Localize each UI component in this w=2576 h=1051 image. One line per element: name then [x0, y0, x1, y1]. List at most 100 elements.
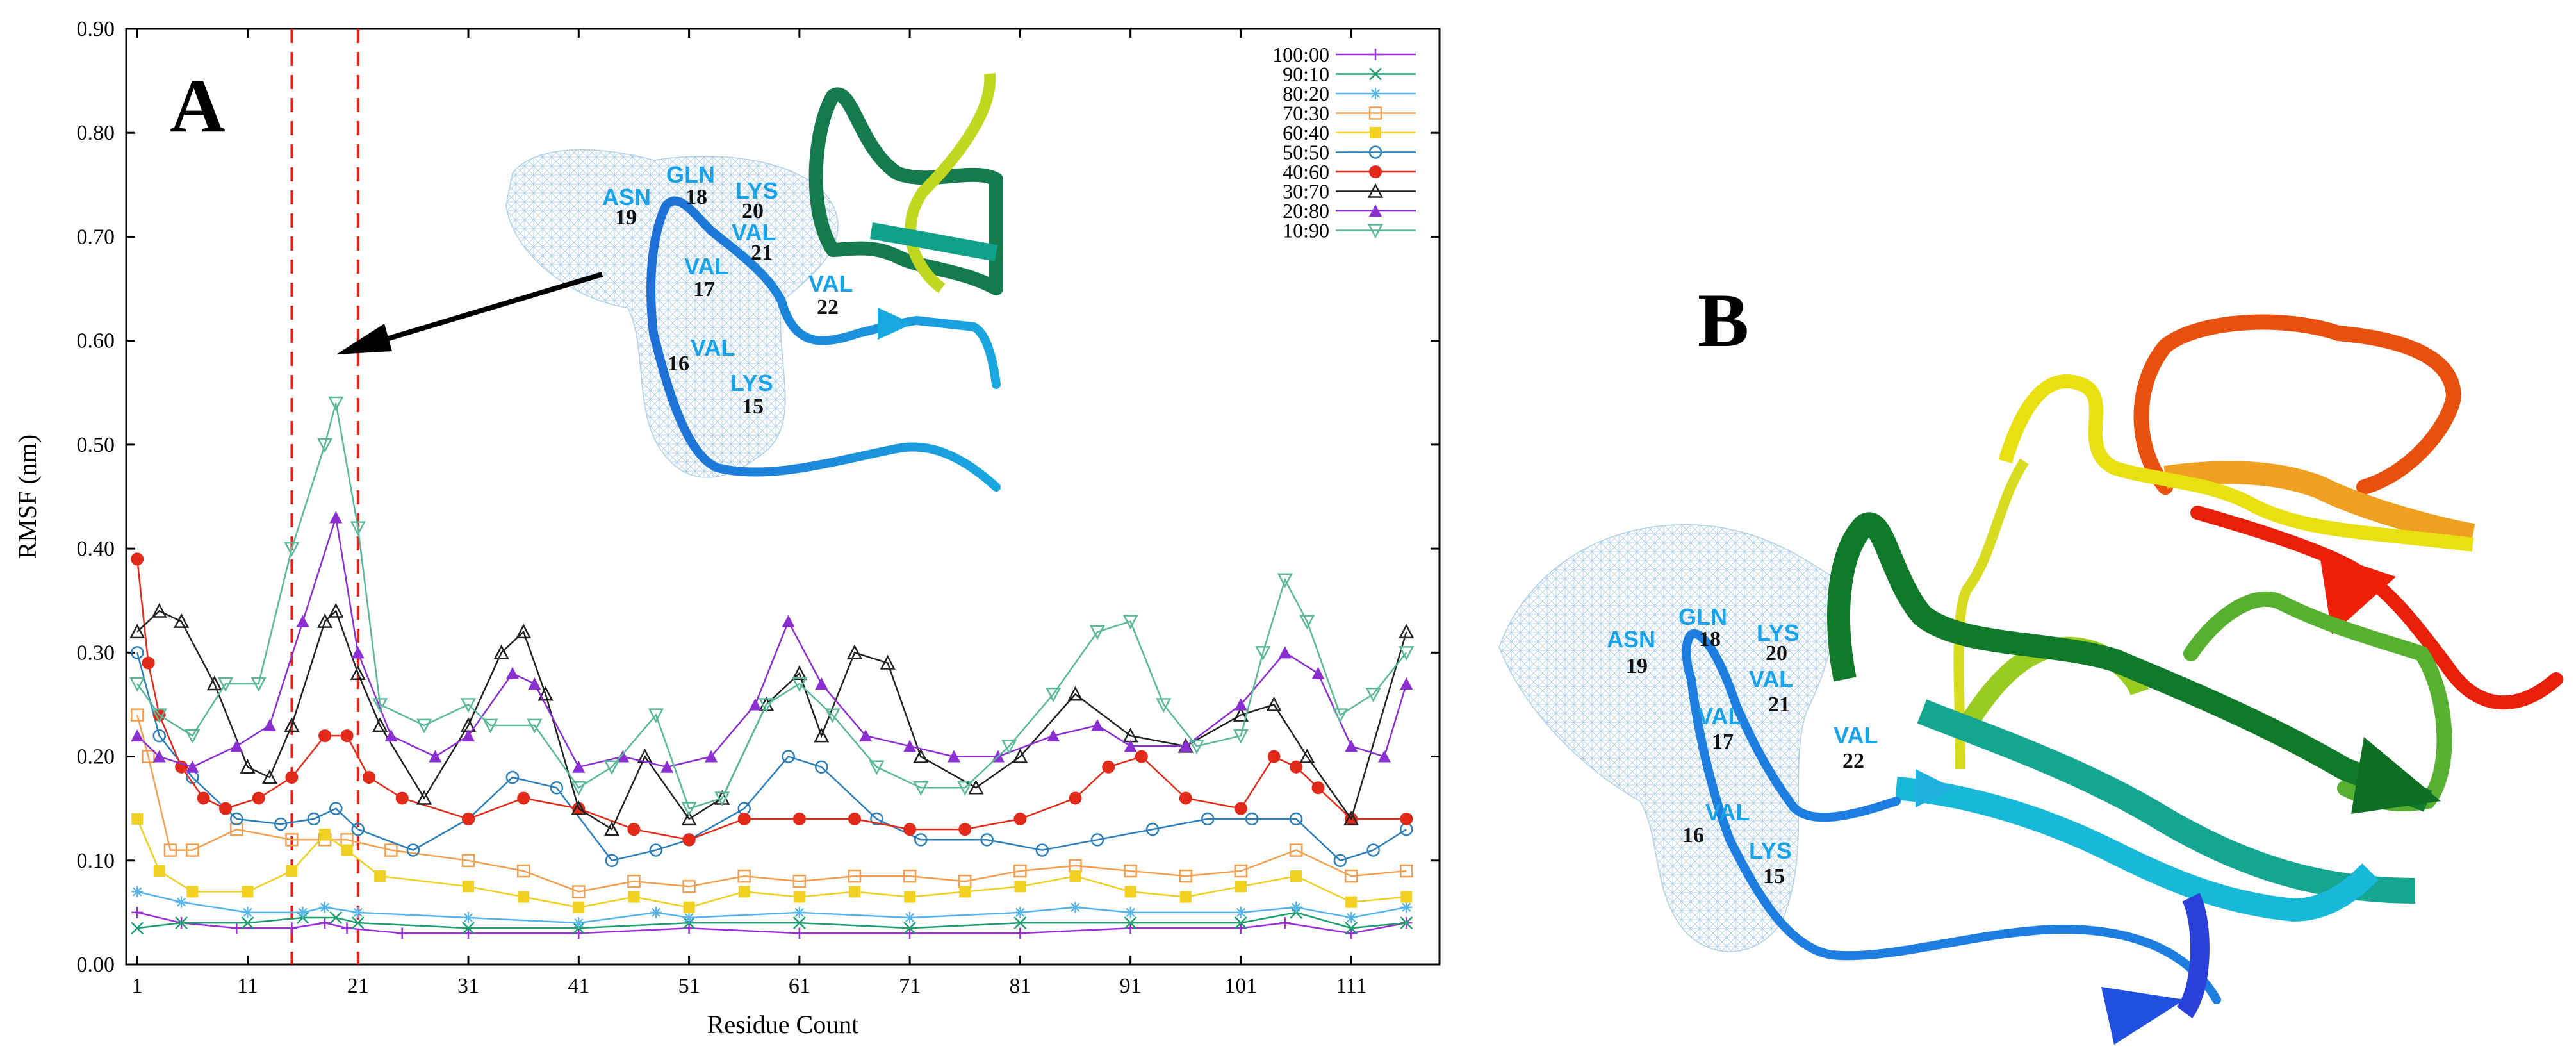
arrowhead-cyan-b	[1916, 769, 1954, 807]
data-point	[1299, 748, 1315, 763]
series-10-90	[129, 396, 1415, 817]
data-point	[329, 511, 343, 524]
data-point	[1400, 677, 1413, 690]
data-point	[329, 911, 343, 924]
data-point	[1124, 916, 1137, 929]
data-point	[1201, 812, 1215, 826]
legend-item: 10:90	[1283, 219, 1416, 242]
x-tick-label: 51	[678, 974, 700, 998]
data-point	[175, 916, 188, 929]
legend-label: 100:00	[1272, 43, 1329, 66]
data-point	[351, 822, 365, 836]
data-point	[1266, 696, 1282, 711]
data-point	[1090, 718, 1104, 731]
data-point	[1035, 843, 1049, 857]
data-point	[152, 750, 166, 763]
data-point	[1255, 646, 1271, 661]
data-point	[350, 521, 366, 536]
data-point	[217, 677, 234, 692]
data-point	[505, 666, 519, 679]
residue-name: VAL	[732, 219, 776, 245]
data-point	[505, 770, 520, 784]
series-line	[136, 517, 1407, 768]
data-point	[628, 891, 640, 903]
data-point	[1179, 891, 1192, 903]
y-tick-label: 0.50	[77, 433, 115, 457]
data-point	[738, 886, 750, 898]
ribbon-teal-b	[1917, 699, 2416, 904]
data-point	[463, 912, 475, 923]
data-point	[848, 869, 862, 883]
data-point	[319, 829, 331, 841]
arrowhead-darkgreen-b	[2351, 737, 2441, 814]
y-axis-title: RMSF (nm)	[13, 434, 42, 559]
residue-number: 22	[817, 295, 839, 319]
data-point	[782, 615, 795, 627]
data-point	[1278, 646, 1292, 659]
data-point	[1156, 698, 1172, 713]
data-point	[904, 927, 916, 939]
data-point	[461, 854, 475, 868]
data-point	[571, 781, 587, 796]
series-line	[136, 402, 1407, 810]
data-point	[340, 729, 354, 743]
series-50-50	[130, 646, 1413, 868]
data-point	[406, 843, 420, 857]
data-point	[242, 906, 254, 918]
data-point	[1368, 145, 1382, 159]
data-point	[1290, 870, 1302, 882]
data-point	[1267, 750, 1281, 763]
data-point	[351, 916, 365, 929]
data-point	[462, 922, 475, 935]
data-point	[285, 833, 299, 847]
data-point	[1369, 204, 1382, 217]
legend: 100:0090:1080:2070:3060:4050:5040:6030:7…	[1272, 43, 1416, 242]
data-point	[297, 906, 309, 918]
ribbon-darkblue-b	[2176, 893, 2210, 1018]
data-point	[416, 718, 432, 734]
series-90-10	[131, 906, 1413, 935]
data-point	[903, 823, 917, 836]
data-point	[792, 812, 806, 825]
data-point	[206, 675, 222, 691]
ribbon-lime-a	[905, 73, 996, 294]
ribbon-red-b	[2190, 506, 2563, 710]
data-point	[681, 802, 697, 817]
series-layer	[129, 396, 1415, 939]
data-point	[792, 916, 806, 929]
data-point	[1369, 67, 1382, 81]
data-point	[1234, 802, 1247, 815]
data-point	[880, 654, 896, 670]
panel-label-a: A	[170, 63, 226, 148]
data-point	[1289, 843, 1303, 857]
data-point	[1234, 698, 1247, 711]
ribbon-orange-b	[2133, 314, 2462, 495]
data-point	[1366, 843, 1380, 857]
data-point	[627, 823, 641, 836]
series-line	[136, 609, 1407, 831]
data-point	[1179, 740, 1192, 752]
residue-name: VAL	[1749, 666, 1793, 692]
data-point	[263, 718, 276, 731]
data-point	[904, 891, 916, 903]
data-point	[252, 791, 265, 805]
legend-label: 90:10	[1283, 63, 1329, 86]
data-point	[683, 922, 695, 934]
x-tick-label: 1	[132, 974, 143, 998]
y-tick-label: 0.10	[77, 849, 115, 873]
highlight-region	[290, 29, 359, 964]
data-point	[572, 760, 586, 773]
data-point	[284, 542, 300, 557]
y-tick-label: 0.00	[77, 953, 115, 977]
data-point	[318, 729, 332, 743]
data-point	[792, 874, 807, 888]
data-point	[1345, 740, 1358, 752]
residue-number: 21	[751, 241, 773, 265]
data-point	[1343, 811, 1359, 826]
data-point	[1400, 916, 1413, 929]
data-point	[231, 922, 243, 934]
data-point	[396, 927, 408, 939]
ribbon-orange-strand-b	[2163, 461, 2475, 547]
data-point	[240, 759, 256, 774]
